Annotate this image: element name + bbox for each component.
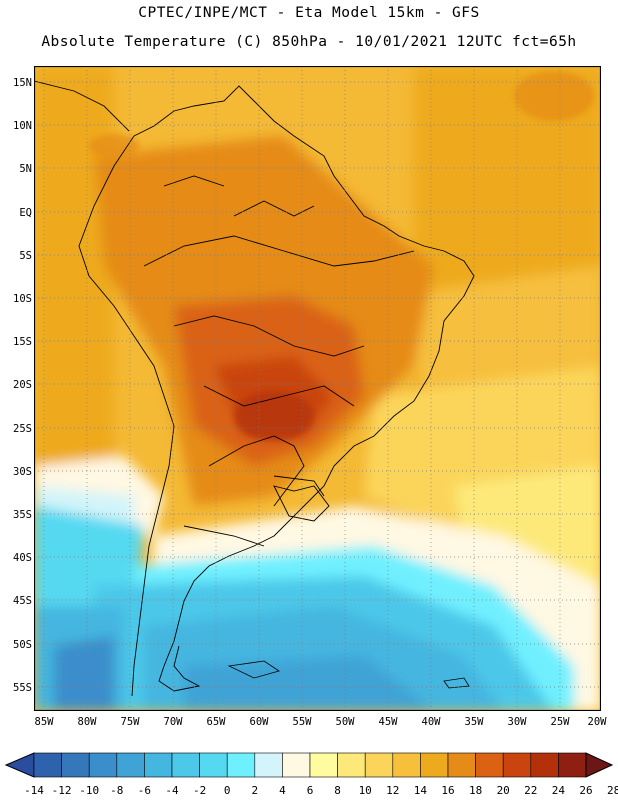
- latitude-axis: 15N 10N 5N EQ 5S 10S 15S 20S 25S 30S 35S…: [13, 77, 32, 694]
- lat-label: 10S: [13, 293, 32, 305]
- lat-label: 5S: [19, 250, 32, 262]
- lon-label: 45W: [379, 716, 399, 728]
- lon-label: 20W: [588, 716, 608, 728]
- lon-label: 25W: [551, 716, 571, 728]
- lon-label: 35W: [465, 716, 485, 728]
- lat-label: 15N: [13, 77, 32, 89]
- lon-label: 55W: [293, 716, 313, 728]
- colorbar-label: 2: [251, 784, 258, 797]
- map-canvas: [33, 65, 602, 712]
- colorbar-label: 14: [414, 784, 428, 797]
- colorbar-cell: [420, 752, 449, 778]
- colorbar-label: 20: [497, 784, 510, 797]
- colorbar-cell: [392, 752, 421, 778]
- colorbar-label: 8: [334, 784, 341, 797]
- colorbar: -14 -12 -10 -8 -6 -4 -2 0 2 4 6 8 10 12 14 16 18 20 22 24 26…: [4, 752, 618, 797]
- colorbar-cell: [558, 752, 587, 778]
- colorbar-label: 4: [279, 784, 286, 797]
- colorbar-low-arrow: [4, 752, 35, 778]
- lon-label: 30W: [508, 716, 528, 728]
- lon-label: 60W: [250, 716, 270, 728]
- map-title-line1: CPTEC/INPE/MCT - Eta Model 15km - GFS: [138, 5, 480, 21]
- lat-label: 25S: [13, 423, 32, 435]
- colorbar-label: -4: [165, 784, 179, 797]
- colorbar-cell: [530, 752, 559, 778]
- colorbar-label: 24: [552, 784, 566, 797]
- coastline-outline: [34, 80, 475, 697]
- colorbar-cell: [144, 752, 173, 778]
- colorbar-cell: [364, 752, 394, 778]
- colorbar-label: 28: [607, 784, 618, 797]
- lat-label: EQ: [19, 207, 32, 219]
- lon-label: 75W: [121, 716, 141, 728]
- colorbar-label: 16: [441, 784, 454, 797]
- lat-label: 35S: [13, 509, 32, 521]
- colorbar-cell: [337, 752, 366, 778]
- lon-label: 85W: [35, 716, 55, 728]
- colorbar-label: -6: [138, 784, 151, 797]
- colorbar-label: 6: [307, 784, 314, 797]
- lon-label: 65W: [207, 716, 227, 728]
- colorbar-label: -2: [193, 784, 206, 797]
- lat-label: 5N: [19, 163, 32, 175]
- colorbar-cell: [254, 752, 283, 778]
- map-title-line2: Absolute Temperature (C) 850hPa - 10/01/…: [41, 34, 577, 50]
- colorbar-high-arrow: [585, 752, 614, 778]
- colorbar-label: 10: [359, 784, 372, 797]
- colorbar-cell: [282, 752, 311, 778]
- colorbar-cell: [502, 752, 532, 778]
- colorbar-cell: [116, 752, 145, 778]
- colorbar-cell: [226, 752, 256, 778]
- colorbar-cell: [171, 752, 200, 778]
- colorbar-label: 0: [224, 784, 231, 797]
- lat-label: 40S: [13, 552, 32, 564]
- lat-label: 10N: [13, 120, 32, 132]
- colorbar-label: -12: [52, 784, 72, 797]
- lon-label: 40W: [422, 716, 442, 728]
- colorbar-label: -14: [24, 784, 44, 797]
- lon-label: 50W: [336, 716, 356, 728]
- lat-label: 50S: [13, 639, 32, 651]
- colorbar-label: 22: [524, 784, 537, 797]
- longitude-axis: 85W 80W 75W 70W 65W 60W 55W 50W 45W 40W …: [35, 716, 608, 728]
- colorbar-cell: [33, 752, 62, 778]
- colorbar-cell: [447, 752, 476, 778]
- colorbar-cell: [61, 752, 90, 778]
- lon-label: 70W: [164, 716, 184, 728]
- colorbar-cell: [475, 752, 504, 778]
- lat-label: 15S: [13, 336, 32, 348]
- colorbar-label: 26: [579, 784, 592, 797]
- lat-lon-grid: [34, 66, 601, 711]
- colorbar-label: -10: [79, 784, 99, 797]
- temperature-map: [33, 65, 602, 712]
- map-frame: [33, 65, 602, 712]
- colorbar-cell: [88, 752, 118, 778]
- colorbar-label: 18: [469, 784, 482, 797]
- lat-label: 30S: [13, 466, 32, 478]
- lat-label: 45S: [13, 595, 32, 607]
- lat-label: 55S: [13, 682, 32, 694]
- colorbar-cell: [309, 752, 338, 778]
- colorbar-label: -8: [110, 784, 123, 797]
- lon-label: 80W: [78, 716, 98, 728]
- colorbar-label: 12: [386, 784, 399, 797]
- lat-label: 20S: [13, 379, 32, 391]
- colorbar-cell: [199, 752, 228, 778]
